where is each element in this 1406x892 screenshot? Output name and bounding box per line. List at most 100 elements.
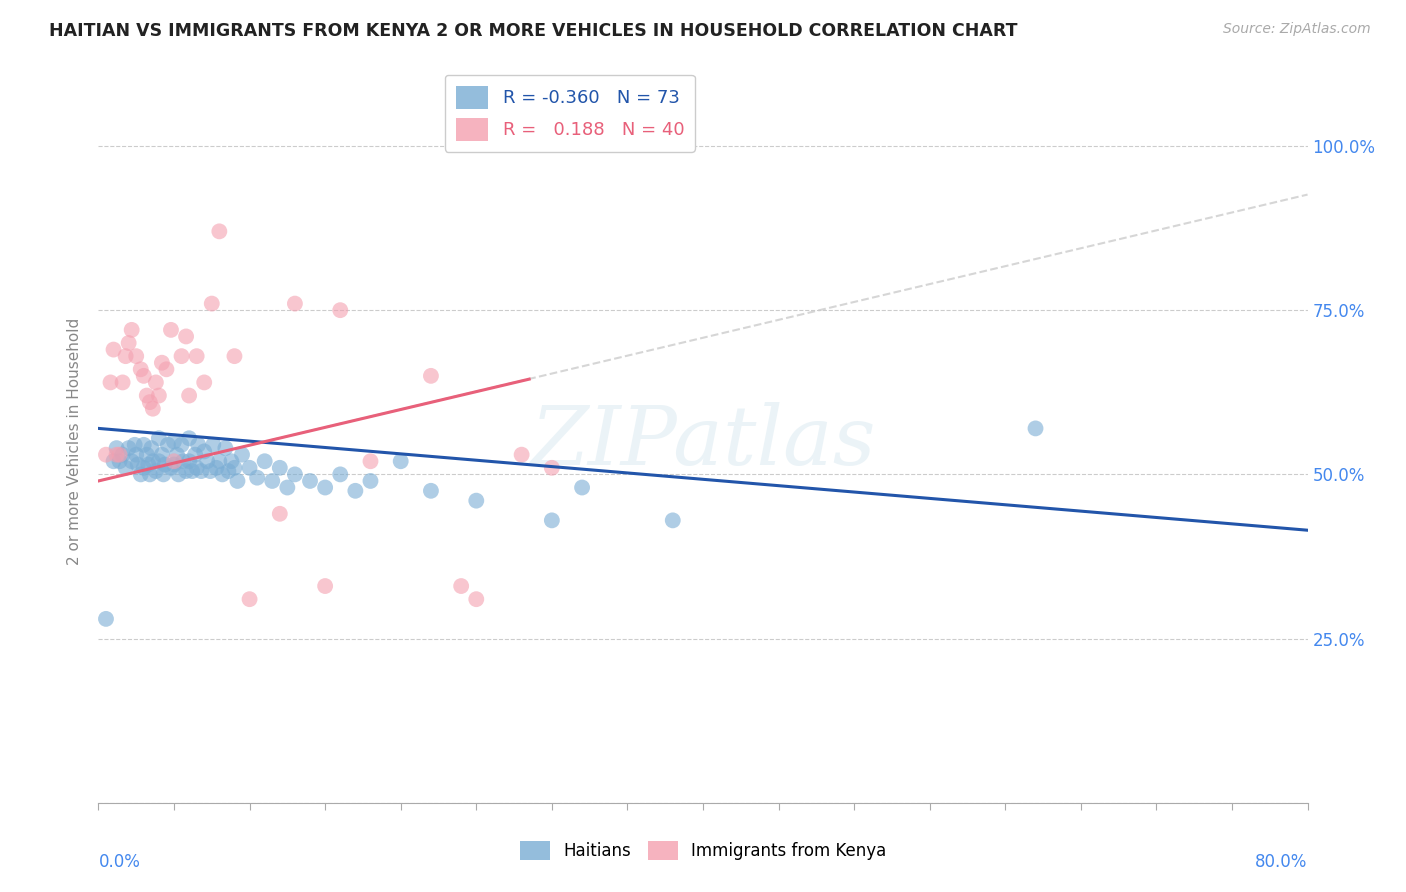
Point [153, 458, 176, 472]
Point [465, 592, 488, 607]
Point [170, 438, 193, 452]
Point [160, 323, 183, 337]
Point [170, 349, 193, 363]
Point [329, 303, 352, 318]
Point [145, 464, 167, 478]
Point [360, 454, 382, 468]
Point [160, 460, 183, 475]
Point [269, 507, 291, 521]
Point [141, 441, 163, 455]
Point [193, 444, 215, 458]
Point [239, 460, 262, 475]
Legend: Haitians, Immigrants from Kenya: Haitians, Immigrants from Kenya [513, 834, 893, 867]
Point [344, 483, 367, 498]
Point [276, 481, 298, 495]
Point [284, 467, 307, 482]
Point [231, 448, 253, 462]
Point [193, 376, 215, 390]
Point [108, 448, 131, 462]
Point [184, 448, 207, 462]
Point [186, 460, 208, 475]
Point [510, 448, 533, 462]
Point [135, 388, 157, 402]
Point [142, 401, 165, 416]
Point [163, 454, 186, 468]
Point [314, 481, 336, 495]
Point [163, 434, 186, 449]
Point [148, 388, 170, 402]
Point [186, 349, 208, 363]
Point [121, 323, 143, 337]
Point [166, 448, 188, 462]
Point [155, 362, 177, 376]
Point [125, 448, 148, 462]
Point [224, 349, 246, 363]
Point [226, 474, 249, 488]
Point [314, 579, 336, 593]
Point [360, 474, 382, 488]
Point [253, 454, 276, 468]
Text: HAITIAN VS IMMIGRANTS FROM KENYA 2 OR MORE VEHICLES IN HOUSEHOLD CORRELATION CHA: HAITIAN VS IMMIGRANTS FROM KENYA 2 OR MO… [49, 22, 1018, 40]
Point [269, 460, 291, 475]
Point [105, 441, 128, 455]
Point [181, 464, 204, 478]
Point [211, 467, 233, 482]
Point [103, 454, 125, 468]
Point [221, 454, 243, 468]
Text: 80.0%: 80.0% [1256, 854, 1308, 871]
Point [299, 474, 322, 488]
Point [121, 454, 143, 468]
Point [389, 454, 412, 468]
Point [94, 448, 117, 462]
Point [139, 395, 162, 409]
Point [118, 336, 141, 351]
Point [132, 368, 155, 383]
Text: 0.0%: 0.0% [98, 854, 141, 871]
Point [329, 467, 352, 482]
Point [127, 458, 149, 472]
Point [202, 438, 225, 452]
Point [217, 464, 239, 478]
Point [174, 464, 197, 478]
Point [420, 368, 443, 383]
Point [420, 483, 443, 498]
Text: ZIPatlas: ZIPatlas [530, 401, 876, 482]
Point [145, 376, 167, 390]
Point [187, 438, 209, 452]
Point [224, 460, 246, 475]
Point [114, 460, 136, 475]
Text: Source: ZipAtlas.com: Source: ZipAtlas.com [1223, 22, 1371, 37]
Point [111, 376, 134, 390]
Point [135, 448, 157, 462]
Point [156, 438, 179, 452]
Point [246, 471, 269, 485]
Point [139, 467, 162, 482]
Point [148, 454, 170, 468]
Point [239, 592, 262, 607]
Point [465, 493, 488, 508]
Point [150, 356, 173, 370]
Point [190, 464, 212, 478]
Point [150, 448, 173, 462]
Point [179, 431, 201, 445]
Point [661, 513, 683, 527]
Point [142, 454, 165, 468]
Point [1024, 421, 1046, 435]
Point [132, 438, 155, 452]
Point [129, 467, 152, 482]
Point [262, 474, 284, 488]
Point [284, 296, 307, 310]
Point [124, 438, 146, 452]
Point [208, 454, 231, 468]
Point [179, 388, 201, 402]
Point [163, 458, 186, 472]
Point [205, 460, 228, 475]
Point [540, 460, 562, 475]
Point [129, 362, 152, 376]
Point [179, 454, 201, 468]
Point [172, 454, 194, 468]
Point [571, 481, 593, 495]
Point [103, 343, 125, 357]
Point [132, 460, 155, 475]
Point [114, 349, 136, 363]
